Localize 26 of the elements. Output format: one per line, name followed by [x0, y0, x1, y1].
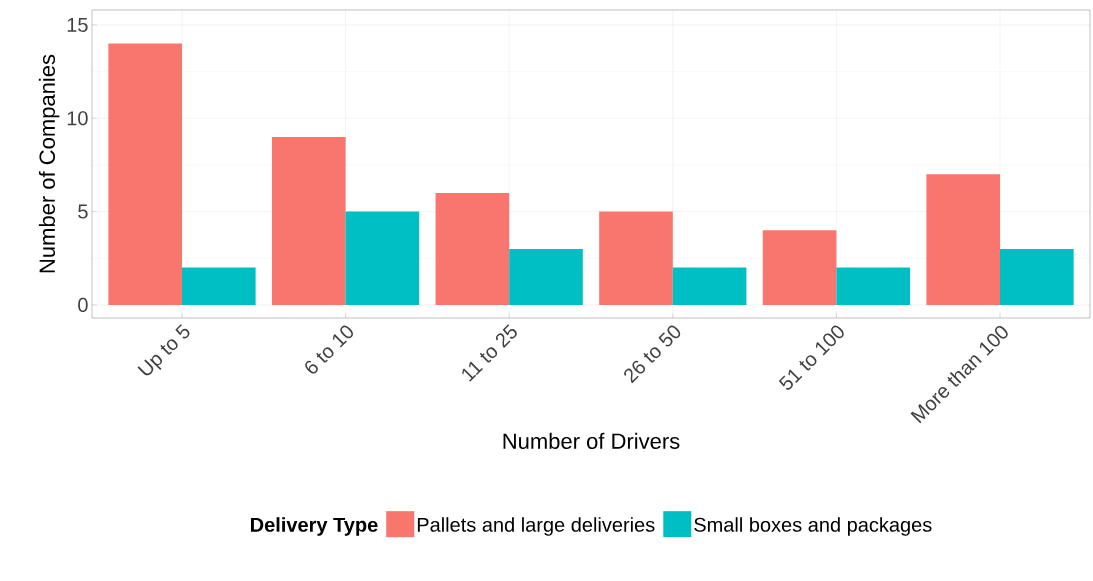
x-tick-label: Up to 5 [137, 324, 190, 376]
y-tick-label: 5 [78, 204, 88, 219]
bar [762, 230, 837, 305]
bar [1000, 248, 1074, 305]
bar [345, 211, 420, 305]
bar [108, 43, 182, 305]
bar [509, 248, 583, 305]
legend-label: Pallets and large deliveries [417, 517, 655, 536]
y-tick-label: 15 [67, 17, 88, 32]
bar [599, 211, 673, 305]
x-tick-label: 6 to 10 [305, 325, 353, 374]
y-axis-title: Number of Companies [38, 54, 60, 273]
x-axis-title: Number of Drivers [503, 432, 680, 449]
bar [181, 267, 256, 305]
bar [271, 136, 346, 305]
legend-label: Small boxes and packages [694, 517, 932, 536]
x-tick-label: 51 to 100 [778, 325, 844, 390]
y-tick-label: 10 [67, 111, 88, 126]
x-tick-label: 11 to 25 [462, 324, 517, 382]
x-tick-label: 26 to 50 [624, 325, 681, 384]
bar [672, 267, 747, 305]
bar [836, 267, 911, 305]
y-tick-label: 0 [78, 297, 88, 312]
legend-title: Delivery Type [251, 517, 378, 536]
bar [926, 174, 1001, 305]
bar [435, 192, 510, 305]
